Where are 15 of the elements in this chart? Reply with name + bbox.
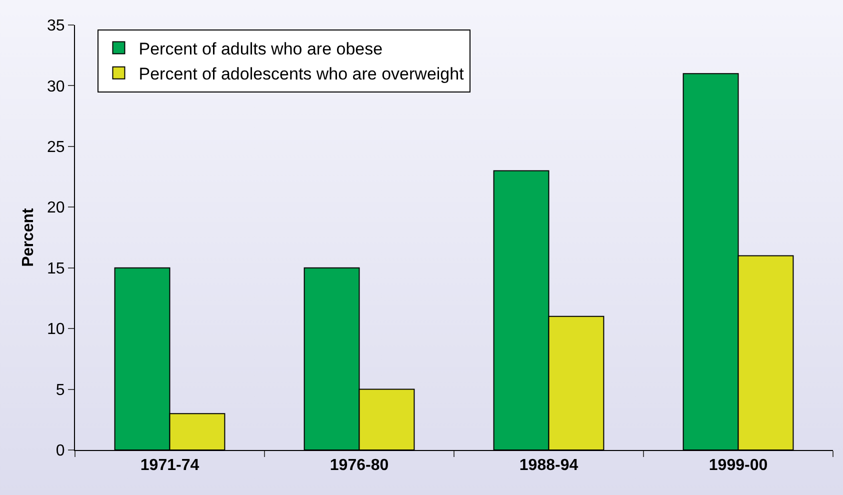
- legend-label: Percent of adults who are obese: [138, 39, 383, 58]
- x-tick-label: 1971-74: [140, 457, 200, 474]
- y-axis-title: Percent: [20, 207, 37, 267]
- y-tick-label: 0: [56, 442, 65, 460]
- x-tick-label: 1976-80: [330, 457, 389, 474]
- y-tick-label: 35: [47, 18, 65, 35]
- legend-label: Percent of adolescents who are overweight: [138, 64, 464, 84]
- y-tick-label: 25: [47, 139, 65, 156]
- y-tick-label: 5: [56, 382, 65, 399]
- y-tick-label: 15: [47, 260, 65, 278]
- y-tick-label: 30: [47, 78, 65, 96]
- x-tick-label: 1999-00: [708, 457, 768, 474]
- y-tick-label: 10: [47, 321, 65, 338]
- x-tick-label: 1988-94: [519, 457, 578, 474]
- y-tick-label: 20: [47, 200, 65, 217]
